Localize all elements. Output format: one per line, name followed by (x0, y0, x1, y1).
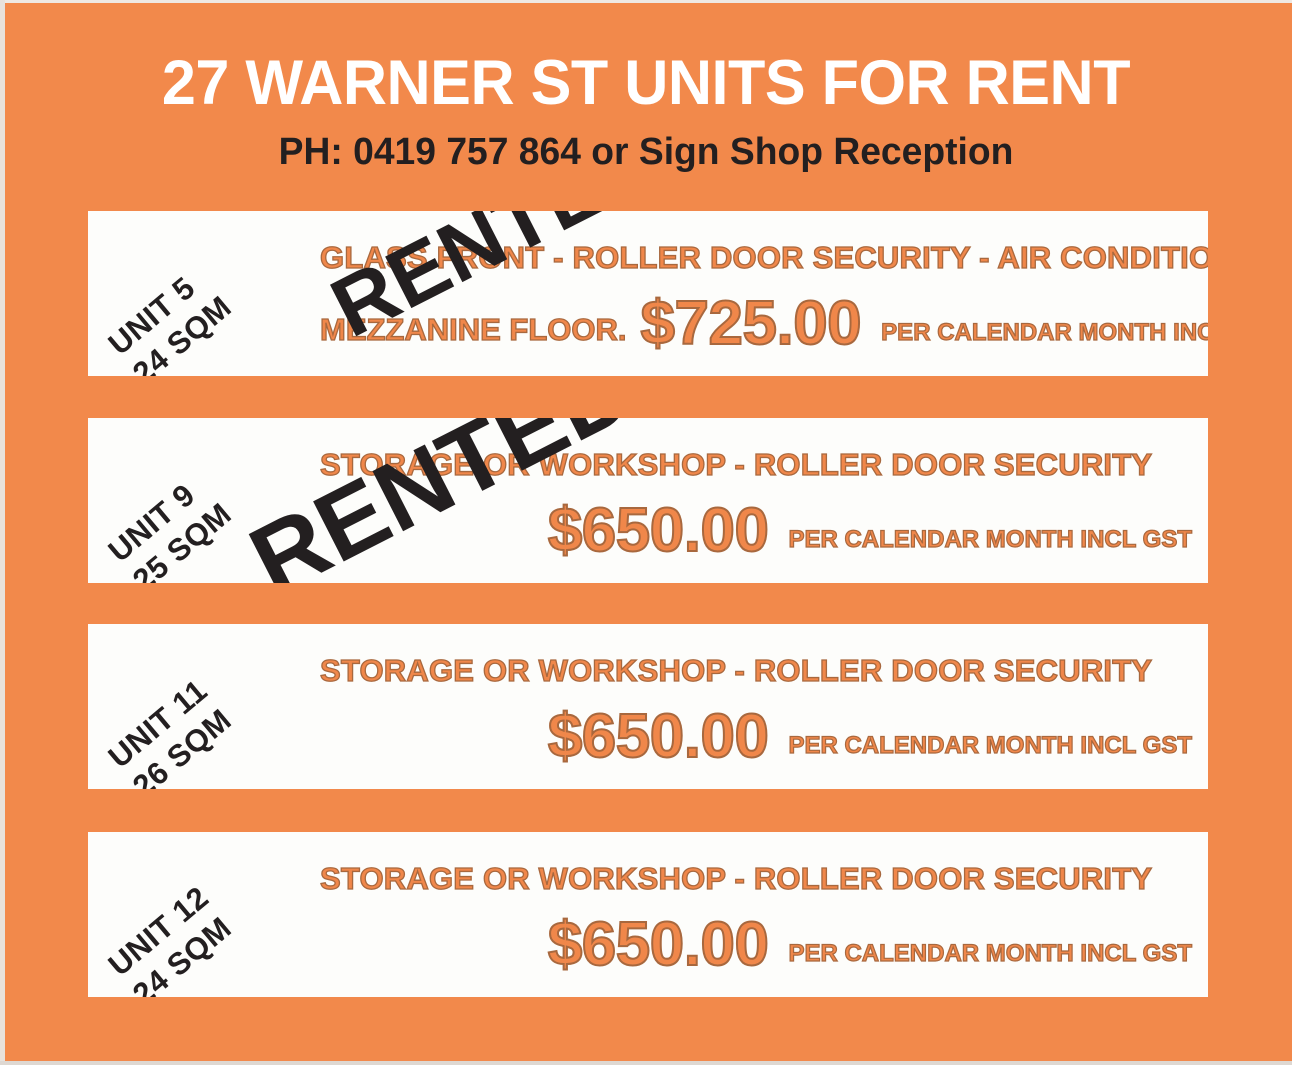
unit-description-row: STORAGE OR WORKSHOP - ROLLER DOOR SECURI… (319, 854, 1192, 902)
unit-description-row: GLASS FRONT - ROLLER DOOR SECURITY - AIR… (319, 233, 1208, 281)
unit-price-period: PER CALENDAR MONTH INCL GST (788, 732, 1193, 759)
unit-area-label: 24 SQM (125, 909, 238, 997)
unit-price-period: PER CALENDAR MONTH INCL GST (788, 526, 1193, 553)
unit-card: UNIT 11 26 SQM STORAGE OR WORKSHOP - ROL… (88, 624, 1208, 789)
unit-tag: UNIT 12 24 SQM (101, 832, 341, 997)
unit-price: $725.00 (640, 289, 863, 358)
unit-description: STORAGE OR WORKSHOP - ROLLER DOOR SECURI… (319, 652, 1153, 688)
unit-description-row: STORAGE OR WORKSHOP - ROLLER DOOR SECURI… (319, 440, 1192, 488)
unit-tag: UNIT 5 24 SQM (101, 211, 341, 376)
unit-card: UNIT 5 24 SQM GLASS FRONT - ROLLER DOOR … (88, 211, 1208, 376)
unit-price-row: $650.00 PER CALENDAR MONTH INCL GST (320, 910, 1196, 984)
unit-description-row: STORAGE OR WORKSHOP - ROLLER DOOR SECURI… (319, 646, 1192, 694)
poster-frame-left-edge (0, 0, 5, 1065)
unit-tag: UNIT 11 26 SQM (101, 624, 341, 789)
poster-frame-bottom-edge (0, 1061, 1292, 1065)
unit-price: $650.00 (547, 496, 770, 565)
contact-subtitle: PH: 0419 757 864 or Sign Shop Reception (278, 131, 1014, 173)
unit-price-period: PER CALENDAR MONTH INCL GST (788, 940, 1193, 967)
unit-card: UNIT 12 24 SQM STORAGE OR WORKSHOP - ROL… (88, 832, 1208, 997)
unit-price-prefix: MEZZANINE FLOOR. (319, 312, 627, 347)
page-title: 27 WARNER ST UNITS FOR RENT (161, 48, 1131, 118)
unit-tag: UNIT 9 25 SQM (101, 418, 341, 583)
unit-price: $650.00 (547, 910, 770, 979)
unit-card: UNIT 9 25 SQM STORAGE OR WORKSHOP - ROLL… (88, 418, 1208, 583)
unit-area-label: 24 SQM (125, 288, 238, 376)
unit-number-label: UNIT 12 (101, 879, 216, 983)
unit-description: STORAGE OR WORKSHOP - ROLLER DOOR SECURI… (319, 446, 1153, 482)
unit-area-label: 26 SQM (125, 701, 238, 789)
unit-description: STORAGE OR WORKSHOP - ROLLER DOOR SECURI… (319, 860, 1153, 896)
unit-description: GLASS FRONT - ROLLER DOOR SECURITY - AIR… (319, 239, 1208, 275)
unit-number-label: UNIT 11 (101, 672, 214, 775)
unit-number-label: UNIT 9 (101, 476, 202, 569)
poster-frame-top-edge (0, 0, 1292, 3)
unit-price: $650.00 (547, 702, 770, 771)
poster-header: 27 WARNER ST UNITS FOR RENT PH: 0419 757… (0, 48, 1292, 173)
unit-price-row: $650.00 PER CALENDAR MONTH INCL GST (320, 496, 1196, 570)
unit-price-row: MEZZANINE FLOOR. $725.00 PER CALENDAR MO… (319, 289, 1208, 363)
unit-price-period: PER CALENDAR MONTH INCL GST (881, 319, 1208, 346)
unit-area-label: 25 SQM (125, 495, 238, 583)
unit-number-label: UNIT 5 (101, 269, 202, 362)
unit-price-row: $650.00 PER CALENDAR MONTH INCL GST (320, 702, 1196, 776)
